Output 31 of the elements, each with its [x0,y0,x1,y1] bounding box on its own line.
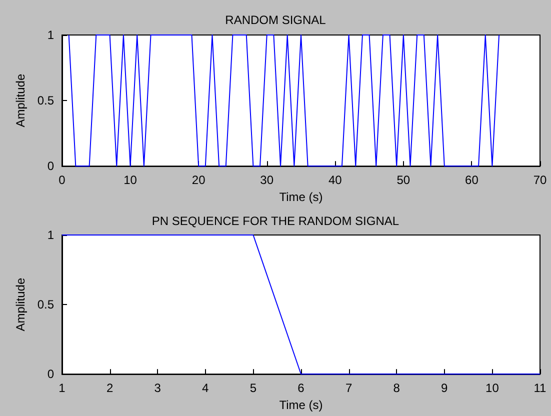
x-tick-label: 40 [328,173,342,188]
x-tick-label: 60 [465,173,479,188]
y-axis-title: Amplitude [13,278,28,332]
x-tick-label: 20 [192,173,206,188]
x-tick-label: 7 [345,381,352,396]
x-tick-label: 70 [533,173,547,188]
x-tick-label: 9 [441,381,448,396]
x-tick-label: 10 [486,381,500,396]
x-axis-title: Time (s) [279,398,323,412]
y-tick-label: 1 [47,28,54,42]
y-tick-label: 0.5 [37,94,54,108]
x-tick-label: 30 [260,173,274,188]
x-tick-label: 5 [250,381,257,396]
y-tick-label: 0.5 [37,298,54,312]
x-tick-label: 3 [154,381,162,396]
x-tick-label: 50 [396,173,410,188]
y-tick-label: 0 [47,159,54,174]
x-axis-title: Time (s) [279,190,323,204]
x-tick-label: 4 [202,381,210,396]
y-tick-label: 0 [47,367,54,382]
x-tick-label: 1 [58,381,66,396]
chart-title: PN SEQUENCE FOR THE RANDOM SIGNAL [152,214,400,228]
y-tick-label: 1 [47,228,54,242]
x-tick-label: 6 [298,381,305,396]
chart-title: RANDOM SIGNAL [225,13,326,27]
x-tick-label: 0 [58,173,66,188]
x-tick-label: 11 [534,381,547,396]
y-axis-title: Amplitude [13,74,28,128]
x-tick-label: 10 [124,173,138,188]
x-tick-label: 2 [106,381,114,396]
x-tick-label: 8 [393,381,400,396]
